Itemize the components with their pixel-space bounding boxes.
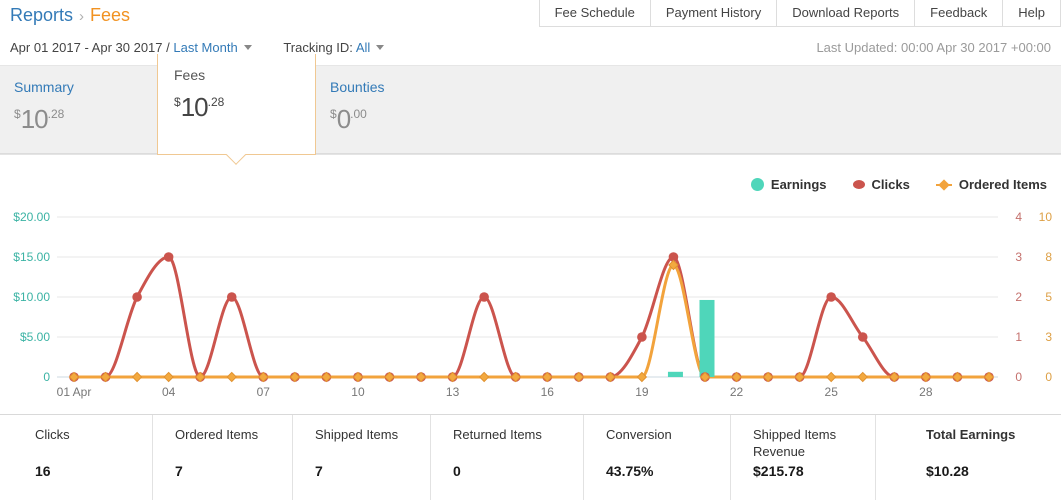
col-value: 43.75% (606, 463, 654, 479)
payment-history-button[interactable]: Payment History (649, 0, 776, 26)
svg-text:4: 4 (1015, 210, 1022, 224)
summary-col-conversion: Conversion 43.75% (583, 415, 730, 500)
svg-text:04: 04 (162, 385, 176, 399)
svg-text:10: 10 (1039, 210, 1053, 224)
col-value: 16 (35, 463, 51, 479)
summary-col-shipped-revenue: Shipped Items Revenue $215.78 (730, 415, 875, 500)
page-header: Reports › Fees Fee Schedule Payment Histor… (0, 0, 1061, 28)
date-preset-link[interactable]: Last Month (173, 40, 238, 55)
tab-bounties-amount: $0.00 (330, 104, 367, 134)
summary-table: Clicks 16 Ordered Items 7 Shipped Items … (0, 414, 1061, 500)
help-button[interactable]: Help (1002, 0, 1060, 26)
summary-col-shipped-items: Shipped Items 7 (292, 415, 430, 500)
tab-summary-amount: $10.28 (14, 104, 65, 134)
col-value: $215.78 (753, 463, 804, 479)
svg-text:2: 2 (1015, 290, 1022, 304)
fees-chart: Earnings Clicks Ordered Items $20.00 4 10 $… (0, 154, 1061, 414)
svg-text:22: 22 (730, 385, 744, 399)
header-button-group: Fee Schedule Payment History Download Re… (538, 0, 1061, 27)
clicks-swatch-icon (852, 180, 865, 189)
ordered-items-swatch-icon (935, 178, 952, 191)
svg-text:0: 0 (1045, 370, 1052, 384)
svg-text:01 Apr: 01 Apr (57, 385, 92, 399)
summary-col-clicks: Clicks 16 (0, 415, 152, 500)
breadcrumb-separator: › (79, 8, 85, 25)
svg-text:19: 19 (635, 385, 649, 399)
date-preset-dropdown[interactable]: Last Month (173, 40, 255, 55)
tracking-id-dropdown[interactable]: All (355, 40, 385, 55)
summary-col-returned-items: Returned Items 0 (430, 415, 583, 500)
svg-text:16: 16 (541, 385, 555, 399)
chart-canvas: $20.00 4 10$15.00 3 8$10.00 2 5$5.00 1 30 0 001 Ap… (13, 210, 1053, 399)
tab-bounties-label: Bounties (330, 79, 385, 95)
download-reports-button[interactable]: Download Reports (776, 0, 914, 26)
svg-text:5: 5 (1045, 290, 1052, 304)
legend-clicks-label: Clicks (871, 177, 910, 192)
col-header: Total Earnings (926, 427, 1016, 442)
svg-text:$5.00: $5.00 (20, 330, 50, 344)
legend-item-earnings[interactable]: Earnings (750, 177, 827, 192)
svg-text:0: 0 (43, 370, 50, 384)
tracking-id-label: Tracking ID: (283, 40, 353, 55)
legend-item-clicks[interactable]: Clicks (852, 177, 910, 192)
col-header: Clicks (35, 427, 70, 442)
legend-item-ordered[interactable]: Ordered Items (935, 177, 1047, 192)
chevron-down-icon (376, 45, 385, 54)
svg-text:0: 0 (1015, 370, 1022, 384)
svg-text:13: 13 (446, 385, 460, 399)
legend-ordered-label: Ordered Items (958, 177, 1047, 192)
date-range-text: Apr 01 2017 - Apr 30 2017 / (10, 40, 170, 55)
svg-text:07: 07 (257, 385, 271, 399)
tab-fees-active[interactable]: Fees $10.28 (157, 54, 316, 165)
summary-col-ordered-items: Ordered Items 7 (152, 415, 292, 500)
report-tabs: Summary $10.28 Bounties $0.00 Fees $10.2… (0, 54, 1061, 165)
svg-text:10: 10 (351, 385, 365, 399)
page-title: Fees (90, 5, 131, 25)
tab-fees-label: Fees (174, 67, 206, 83)
col-header: Shipped Items (315, 427, 399, 442)
svg-text:3: 3 (1045, 330, 1052, 344)
tab-fees-amount: $10.28 (174, 92, 225, 122)
col-value: 7 (315, 463, 323, 479)
col-value: 0 (453, 463, 461, 479)
svg-text:8: 8 (1045, 250, 1052, 264)
filter-controls: Apr 01 2017 - Apr 30 2017 / Last Month T… (10, 40, 385, 55)
svg-text:$15.00: $15.00 (13, 250, 50, 264)
col-value: 7 (175, 463, 183, 479)
col-header: Conversion (606, 427, 672, 442)
col-header: Returned Items (453, 427, 542, 442)
feedback-button[interactable]: Feedback (914, 0, 1002, 26)
col-header: Shipped Items Revenue (753, 427, 837, 459)
col-header: Ordered Items (175, 427, 259, 442)
svg-text:3: 3 (1015, 250, 1022, 264)
col-value: $10.28 (926, 463, 969, 479)
tracking-id-value[interactable]: All (355, 40, 371, 55)
chart-legend: Earnings Clicks Ordered Items (750, 177, 1047, 192)
fee-schedule-button[interactable]: Fee Schedule (554, 5, 635, 20)
tab-bounties[interactable]: Bounties $0.00 (316, 66, 474, 153)
filter-bar: Apr 01 2017 - Apr 30 2017 / Last Month T… (10, 40, 1051, 55)
summary-col-total-earnings: Total Earnings $10.28 (875, 415, 1061, 500)
svg-text:$20.00: $20.00 (13, 210, 50, 224)
last-updated-text: Last Updated: 00:00 Apr 30 2017 +00:00 (816, 40, 1051, 55)
legend-earnings-label: Earnings (770, 177, 827, 192)
breadcrumb: Reports › Fees (10, 5, 130, 26)
chevron-down-icon (243, 45, 252, 54)
svg-text:25: 25 (825, 385, 839, 399)
breadcrumb-reports-link[interactable]: Reports (10, 5, 74, 25)
svg-text:$10.00: $10.00 (13, 290, 50, 304)
tab-summary-label: Summary (14, 79, 74, 95)
svg-text:28: 28 (919, 385, 933, 399)
earnings-swatch-icon (750, 178, 764, 191)
tab-summary[interactable]: Summary $10.28 (0, 66, 158, 153)
svg-text:1: 1 (1015, 330, 1022, 344)
